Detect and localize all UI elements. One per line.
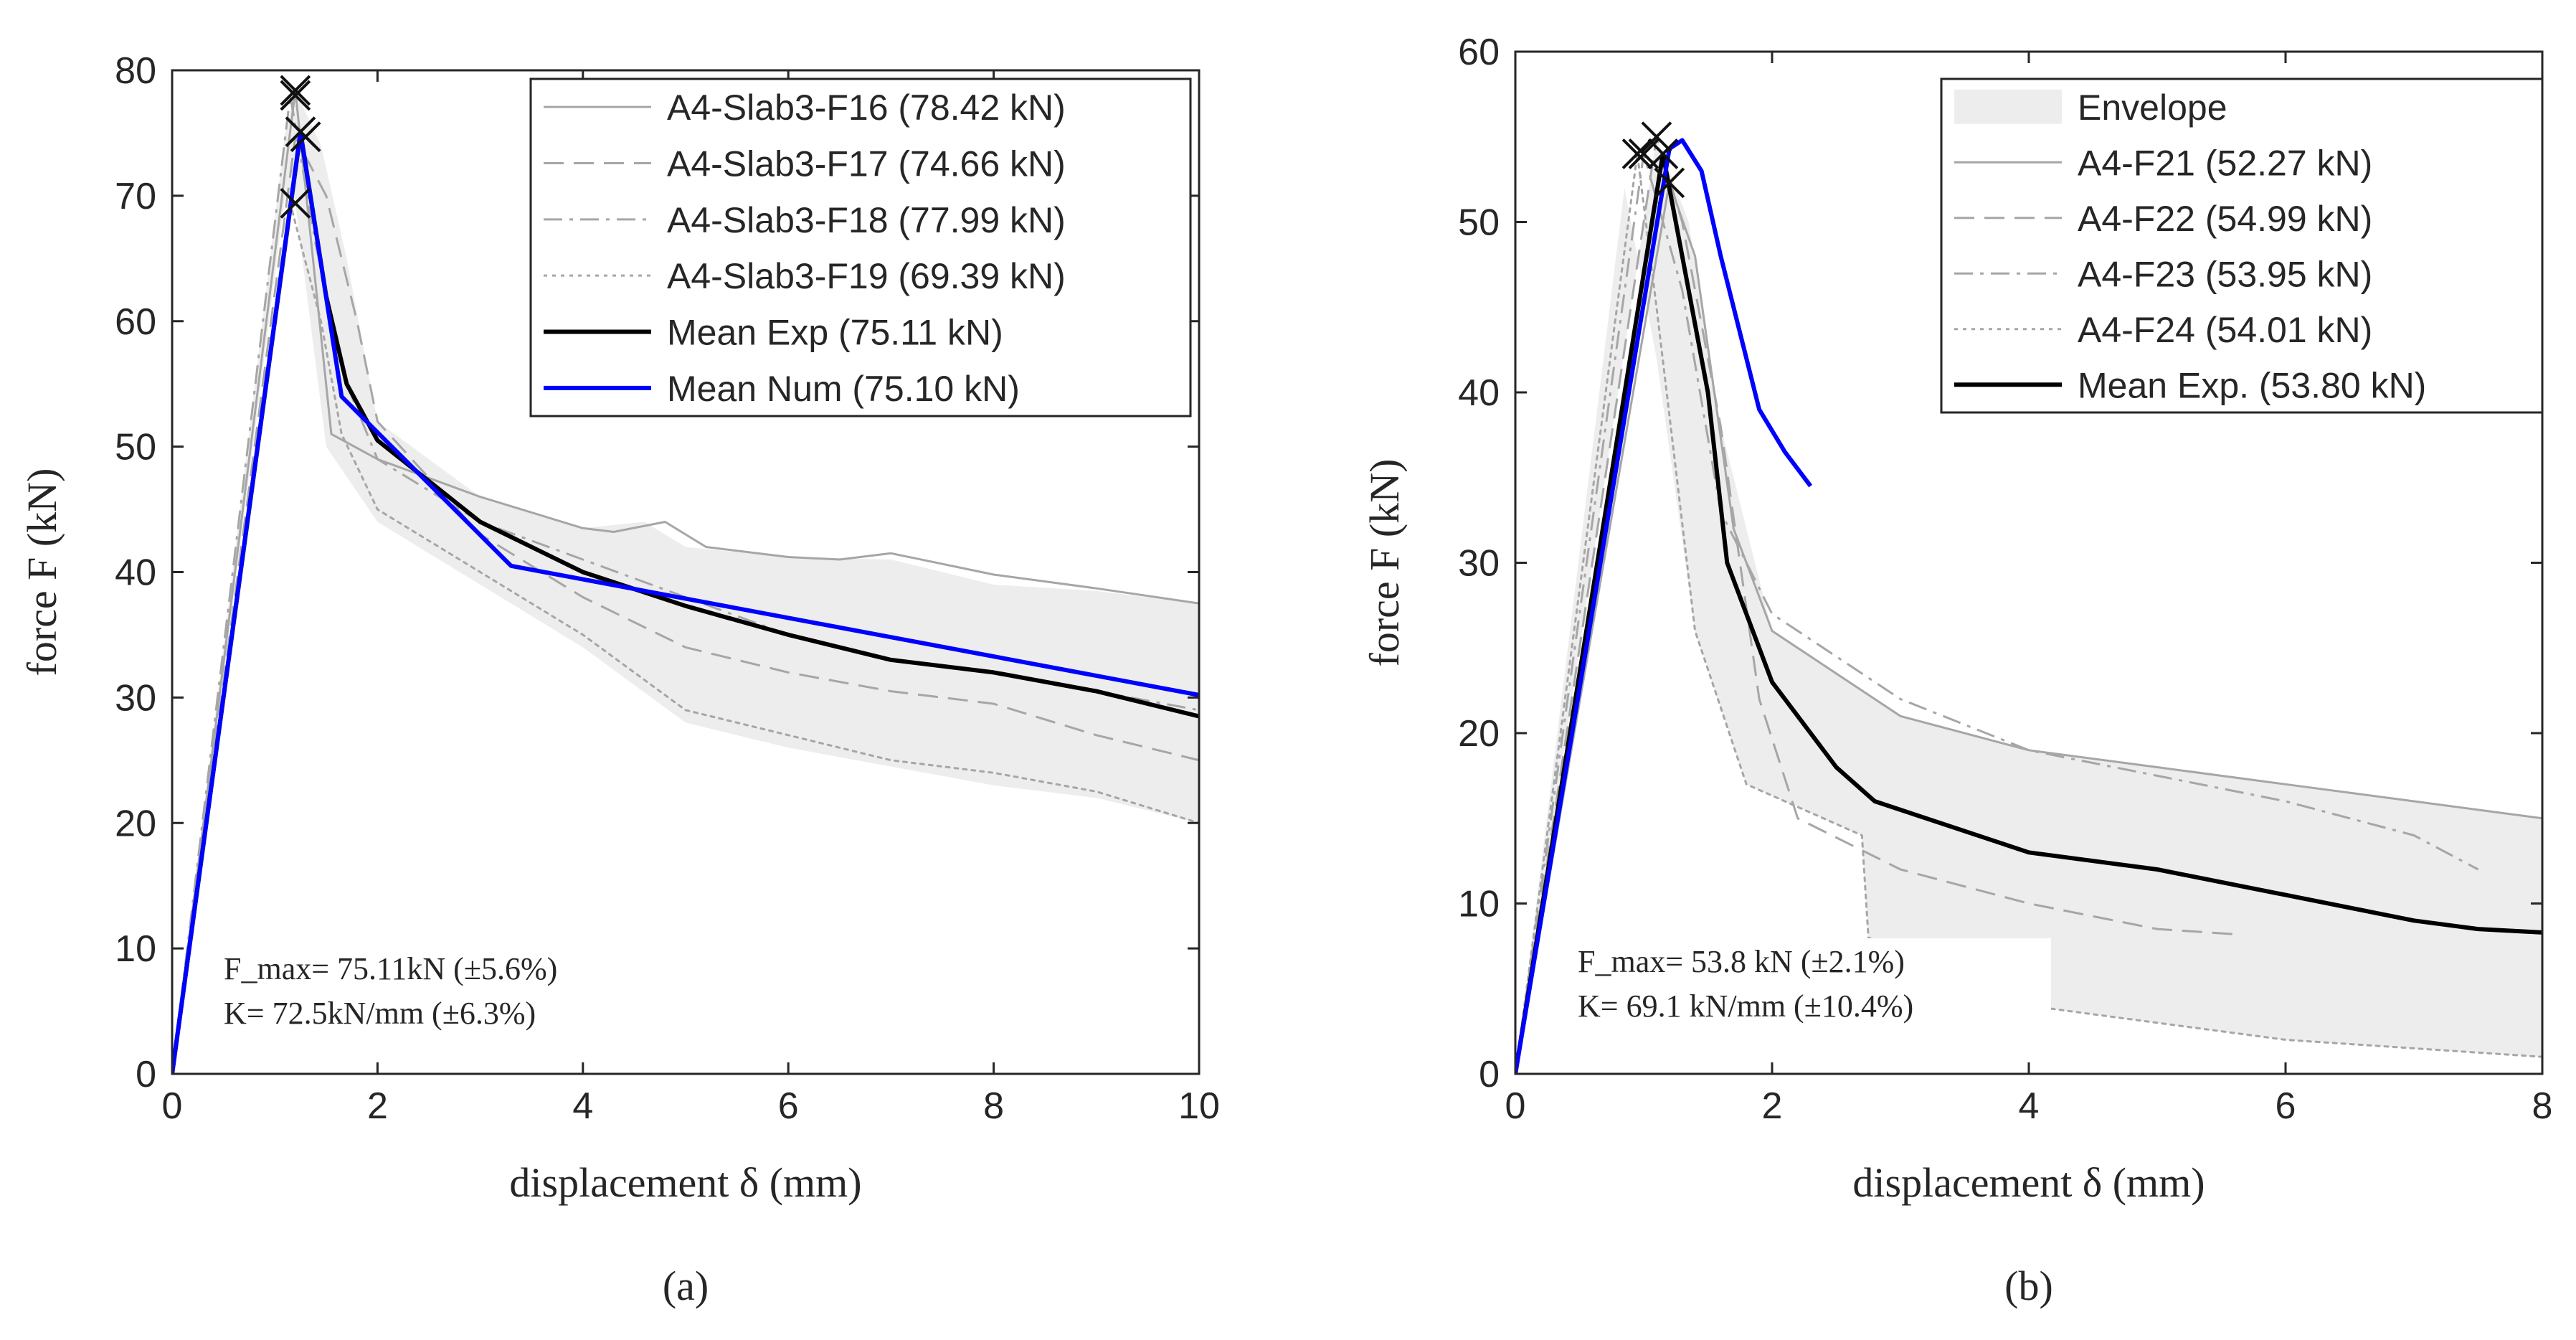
panel-b-y-tick-label: 50 <box>1458 202 1500 244</box>
panel-b-x-tick-label: 0 <box>1505 1085 1526 1127</box>
panel-b-series-1-line <box>1515 181 2542 1074</box>
panel-b-peak-marker-1 <box>1654 167 1685 199</box>
panel-b-legend-box <box>1940 77 2544 414</box>
panel-b-legend-label-3: A4-F22 (54.99 kN) <box>2078 199 2372 239</box>
panel-b-legend-label-6: Mean Exp. (53.80 kN) <box>2078 365 2426 405</box>
panel-a-series-6-line <box>172 129 1199 1074</box>
panel-a-legend-label-3: A4-Slab3-F18 (77.99 kN) <box>667 200 1066 240</box>
panel-a-legend-label-6: Mean Num (75.10 kN) <box>667 369 1020 409</box>
panel-b-series-5-line <box>1515 151 2542 1074</box>
panel-a-y-tick-label: 80 <box>115 50 156 92</box>
panel-a-x-tick-label: 10 <box>1178 1085 1220 1127</box>
panel-a-peak-marker-1 <box>280 75 311 106</box>
panel-a-peak-marker-3 <box>280 80 311 111</box>
panel-b-legend-label-1: Envelope <box>2078 88 2227 128</box>
panel-a-legend-box <box>529 77 1192 417</box>
panel-a-y-axis-label: force F (kN) <box>19 468 65 676</box>
panel-b-x-tick-label: 6 <box>2276 1085 2296 1127</box>
panel-b-y-axis-label: force F (kN) <box>1361 459 1408 667</box>
panel-a-peak-marker-4 <box>280 187 311 219</box>
panel-a-y-tick-label: 10 <box>115 928 156 970</box>
panel-b-annotation-line-1: F_max= 53.8 kN (±2.1%) <box>1578 944 1905 979</box>
panel-b-peak-marker-4 <box>1621 138 1653 169</box>
panel-b-peak-marker-2 <box>1641 121 1672 153</box>
panel-b: 0 2 4 6 8 0 10 20 30 40 50 60 displacement δ (mm) for… <box>1361 32 2552 1309</box>
panel-b-x-axis-label: displacement δ (mm) <box>1852 1159 2205 1206</box>
panel-b-annotation-line-2: K= 69.1 kN/mm (±10.4%) <box>1578 989 1913 1024</box>
panel-a-y-tick-label: 0 <box>136 1054 156 1095</box>
panel-a-x-axis-label: displacement δ (mm) <box>509 1159 861 1206</box>
panel-a-y-tick-label: 50 <box>115 427 156 468</box>
panel-a-x-tick-label: 2 <box>367 1085 388 1127</box>
panel-b-y-tick-label: 60 <box>1458 32 1500 73</box>
panel-a: 0 2 4 6 8 10 0 10 20 30 40 50 60 70 80 displacement δ (… <box>19 50 1220 1309</box>
panel-a-x-tick-label: 0 <box>162 1085 183 1127</box>
panel-a-legend-label-4: A4-Slab3-F19 (69.39 kN) <box>667 256 1066 296</box>
panel-b-y-tick-label: 10 <box>1458 884 1500 925</box>
panel-a-x-tick-label: 8 <box>983 1085 1004 1127</box>
panel-b-peak-marker-5 <box>1647 138 1679 169</box>
panel-a-legend-label-5: Mean Exp (75.11 kN) <box>667 313 1003 353</box>
panel-b-y-tick-label: 30 <box>1458 543 1500 585</box>
panel-a-y-tick-label: 60 <box>115 301 156 343</box>
panel-b-series-4-line <box>1515 153 2542 1074</box>
panel-b-x-tick-label: 4 <box>2019 1085 2040 1127</box>
panel-b-envelope <box>1515 136 2542 1074</box>
panel-a-annotation-line-1: F_max= 75.11kN (±5.6%) <box>224 951 557 986</box>
panel-a-series-2-line <box>172 136 1199 1074</box>
panel-a-peak-marker-5 <box>285 116 316 148</box>
panel-a-series-4-line <box>172 202 1199 1074</box>
panel-b-y-tick-label: 0 <box>1479 1054 1500 1095</box>
panel-b-legend-label-4: A4-F23 (53.95 kN) <box>2078 254 2372 294</box>
panel-b-panel-label: (b) <box>2004 1263 2053 1309</box>
panel-b-legend-label-2: A4-F21 (52.27 kN) <box>2078 143 2372 183</box>
panel-a-y-tick-label: 40 <box>115 552 156 594</box>
panel-a-panel-label: (a) <box>663 1263 709 1309</box>
panel-b-x-tick-label: 8 <box>2532 1085 2553 1127</box>
panel-a-series-1-line <box>172 89 1199 1074</box>
panel-a-legend-label-2: A4-Slab3-F17 (74.66 kN) <box>667 144 1066 184</box>
panel-b-series-2-line <box>1515 136 2235 1074</box>
panel-b-x-tick-label: 2 <box>1762 1085 1783 1127</box>
panel-a-legend-label-1: A4-Slab3-F16 (78.42 kN) <box>667 88 1066 128</box>
panel-a-x-tick-label: 6 <box>778 1085 799 1127</box>
panel-b-legend-label-5: A4-F24 (54.01 kN) <box>2078 310 2372 350</box>
panel-b-legend-swatch-envelope <box>1954 89 2062 124</box>
panel-b-series-6-line <box>1515 138 1813 1074</box>
panel-a-x-tick-label: 4 <box>572 1085 593 1127</box>
panel-a-y-tick-label: 20 <box>115 803 156 844</box>
panel-b-y-tick-label: 20 <box>1458 713 1500 755</box>
panel-b-y-tick-label: 40 <box>1458 372 1500 414</box>
panel-a-envelope <box>172 90 1199 1074</box>
panel-b-annotation-background <box>1556 938 2051 1044</box>
panel-b-series-3-line <box>1515 153 2479 1074</box>
panel-a-y-tick-label: 70 <box>115 176 156 217</box>
panel-a-y-tick-label: 30 <box>115 677 156 719</box>
panel-a-annotation-line-2: K= 72.5kN/mm (±6.3%) <box>224 996 536 1031</box>
